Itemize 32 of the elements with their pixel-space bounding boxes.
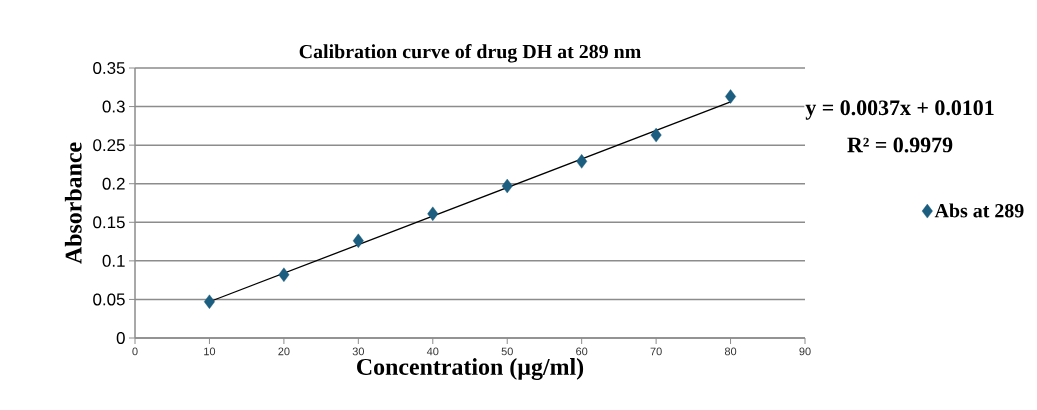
x-axis-title: Concentration (µg/ml) [357, 358, 584, 380]
x-tick-label: 40 [426, 347, 439, 356]
x-tick-label: 30 [352, 347, 364, 356]
y-tick-label: 0.15 [93, 216, 125, 229]
text: R² = 0.9979 [847, 137, 953, 153]
legend-label: Abs at 289 [934, 203, 1024, 218]
x-tick-label: 90 [799, 347, 811, 356]
y-tick-label: 0 [116, 332, 125, 344]
y-tick-label: 0.25 [93, 139, 125, 152]
x-tick-label: 70 [650, 347, 662, 356]
y-axis-title: Absorbance [64, 142, 82, 264]
point [576, 154, 588, 169]
point [204, 294, 215, 309]
x-tick-label: 10 [204, 347, 216, 356]
text: y = 0.0037x + 0.0101 [805, 100, 994, 120]
point [427, 206, 439, 221]
x-tick-label: 20 [278, 347, 290, 356]
x-tick-label: 50 [501, 347, 513, 356]
chart-title: Calibration curve of drug DH at 289 nm [299, 44, 641, 63]
point [725, 89, 737, 104]
y-tick-label: 0.05 [93, 293, 125, 306]
point [278, 267, 290, 282]
point [501, 178, 513, 194]
point [650, 127, 662, 143]
x-tick-label: 60 [576, 347, 588, 356]
point [352, 233, 364, 248]
x-tick-label: 80 [724, 347, 737, 356]
y-tick-label: 0.3 [102, 100, 125, 113]
y-tick-label: 0.35 [93, 62, 125, 74]
y-tick-label: 0.2 [102, 177, 125, 190]
x-tick-label: 0 [132, 347, 138, 356]
y-tick-label: 0.1 [102, 254, 125, 267]
